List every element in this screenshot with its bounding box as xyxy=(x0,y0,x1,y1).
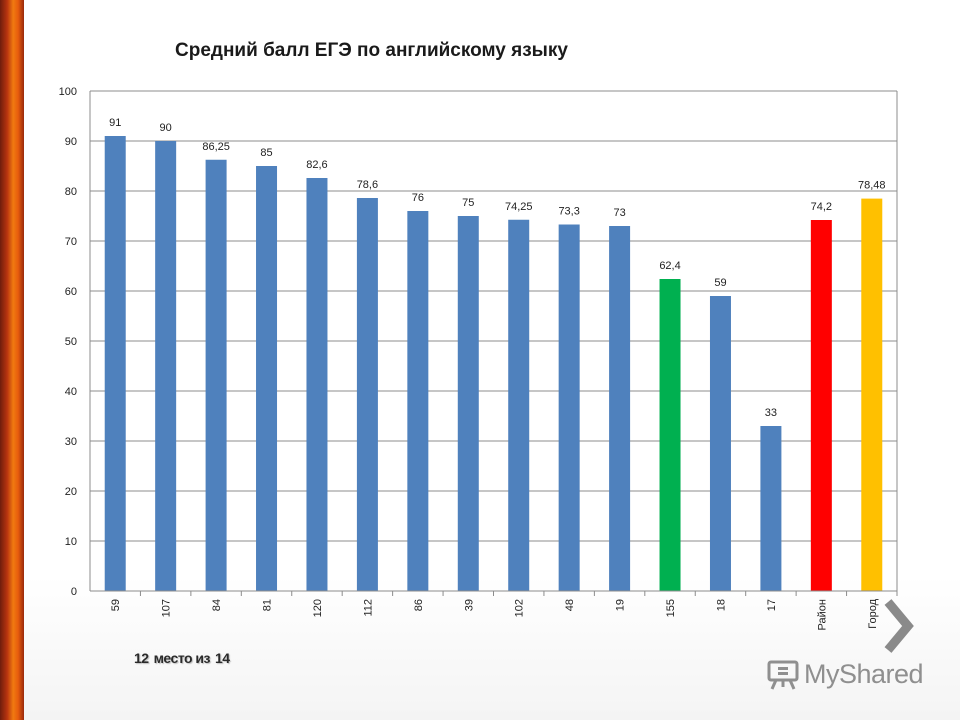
place-total: 14 xyxy=(215,650,230,666)
bar xyxy=(709,296,731,591)
x-tick-label: 81 xyxy=(262,599,274,611)
site-logo: MyShared xyxy=(766,654,936,694)
place-number: 12 xyxy=(134,650,149,666)
data-labels: 91 90 86,25 85 82,6 78,6 76 75 74,25 73,3 73 62,4 59… xyxy=(109,117,885,419)
y-tick-label: 40 xyxy=(65,386,77,398)
data-label: 82,6 xyxy=(306,159,327,171)
bar xyxy=(356,198,378,591)
slide-background xyxy=(24,0,960,720)
data-label: 78,6 xyxy=(357,179,378,191)
y-tick-label: 80 xyxy=(65,186,77,198)
data-label: 90 xyxy=(160,122,172,134)
x-tick-label: 102 xyxy=(514,599,526,617)
bar xyxy=(861,198,883,591)
chart-title: Средний балл ЕГЭ по английскому языку xyxy=(175,40,568,61)
bar xyxy=(508,219,530,591)
bar xyxy=(810,220,832,591)
x-tick-label: 39 xyxy=(463,599,475,611)
data-label: 74,25 xyxy=(505,201,533,213)
bar xyxy=(155,141,177,591)
x-tick-label: 112 xyxy=(362,599,374,617)
bar xyxy=(205,159,227,591)
bar xyxy=(457,216,479,591)
data-label: 78,48 xyxy=(858,180,886,192)
data-label: 75 xyxy=(462,197,474,209)
x-tick-label: 48 xyxy=(564,599,576,611)
data-label: 59 xyxy=(714,277,726,289)
y-tick-label: 0 xyxy=(71,586,77,598)
x-tick-label: 107 xyxy=(161,599,173,617)
x-tick-label: Город xyxy=(867,598,879,628)
x-tick-label: 155 xyxy=(665,599,677,617)
place-word: место из xyxy=(153,650,211,666)
x-tick-label: 120 xyxy=(312,599,324,617)
x-axis-ticks: 59 107 84 81 120 112 86 39 102 48 19 155 18 17 Район Го… xyxy=(90,590,898,630)
x-tick-label: 59 xyxy=(110,599,122,611)
bars xyxy=(104,136,883,591)
y-tick-label: 90 xyxy=(65,136,77,148)
y-tick-label: 10 xyxy=(65,536,77,548)
x-tick-label: 86 xyxy=(413,599,425,611)
presentation-board-icon xyxy=(767,660,799,690)
y-tick-label: 30 xyxy=(65,436,77,448)
x-tick-label: Район xyxy=(816,599,828,630)
data-label: 62,4 xyxy=(659,260,680,272)
data-label: 74,2 xyxy=(811,201,832,213)
place-caption: 12 место из 14 xyxy=(134,650,235,666)
y-tick-label: 70 xyxy=(65,236,77,248)
x-tick-label: 17 xyxy=(766,599,778,611)
data-label: 76 xyxy=(412,192,424,204)
x-tick-label: 18 xyxy=(715,599,727,611)
data-label: 33 xyxy=(765,407,777,419)
bar xyxy=(659,279,681,591)
data-label: 73 xyxy=(613,207,625,219)
data-label: 91 xyxy=(109,117,121,129)
data-label: 85 xyxy=(260,147,272,159)
x-tick-label: 84 xyxy=(211,599,223,611)
data-label: 86,25 xyxy=(202,141,230,153)
side-decoration-bar xyxy=(0,0,24,720)
logo-text: MyShared xyxy=(804,658,924,689)
bar xyxy=(104,136,126,591)
x-tick-label: 19 xyxy=(615,599,627,611)
bar xyxy=(256,166,278,591)
bar xyxy=(609,226,631,591)
bar xyxy=(558,224,580,591)
y-axis-ticks: 0 10 20 30 40 50 60 70 80 90 100 xyxy=(59,86,77,598)
bar xyxy=(407,211,429,591)
data-label: 73,3 xyxy=(558,206,579,218)
y-tick-label: 50 xyxy=(65,336,77,348)
chevron-right-icon[interactable] xyxy=(880,598,920,654)
bar xyxy=(306,178,328,591)
y-tick-label: 20 xyxy=(65,486,77,498)
bar xyxy=(760,426,782,591)
y-tick-label: 60 xyxy=(65,286,77,298)
y-tick-label: 100 xyxy=(59,86,77,98)
